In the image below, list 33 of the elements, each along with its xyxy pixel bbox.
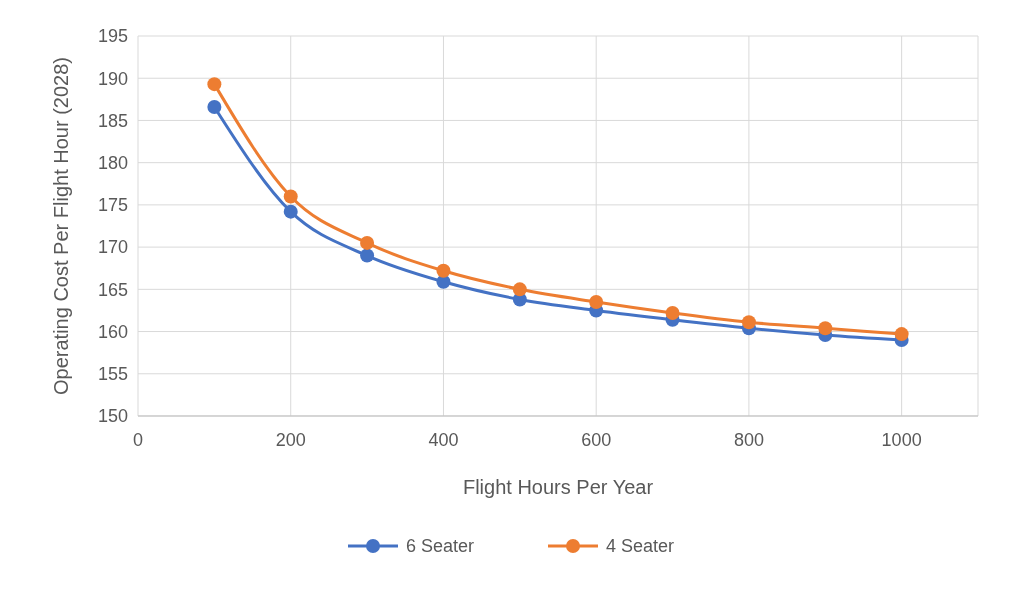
point: [894, 327, 909, 342]
y-tick-label: 185: [97, 110, 128, 131]
point: [360, 235, 375, 250]
point: [589, 295, 604, 309]
y-tick-label: 155: [97, 364, 128, 385]
point: [512, 282, 527, 297]
x-axis-title: Flight Hours Per Year: [462, 476, 654, 498]
x-tick-label: 0: [132, 430, 144, 450]
x-tick-label: 400: [428, 430, 459, 450]
x-tick-label: 1000: [881, 430, 922, 450]
y-tick-label: 165: [97, 279, 128, 300]
y-tick-label: 190: [97, 68, 128, 89]
point: [741, 315, 756, 330]
point: [436, 263, 451, 278]
y-tick-label: 180: [97, 152, 128, 173]
y-axis-title: Operating Cost Per Flight Hour (2028): [50, 57, 72, 395]
point: [207, 99, 222, 114]
y-tick-label: 160: [97, 321, 128, 342]
y-tick-label: 170: [97, 237, 128, 258]
x-tick-label: 600: [581, 430, 612, 450]
legend-label: 4 Seater: [606, 536, 675, 557]
legend-label: 6 Seater: [406, 536, 475, 557]
x-tick-label: 800: [733, 430, 764, 450]
y-tick-label: 195: [97, 26, 128, 47]
y-tick-label: 150: [97, 406, 128, 427]
point: [283, 189, 298, 204]
point: [818, 321, 833, 336]
point: [283, 204, 298, 219]
x-tick-label: 200: [275, 430, 306, 450]
point: [360, 248, 375, 263]
point: [207, 77, 222, 92]
point: [665, 305, 680, 320]
y-tick-label: 175: [97, 195, 128, 216]
